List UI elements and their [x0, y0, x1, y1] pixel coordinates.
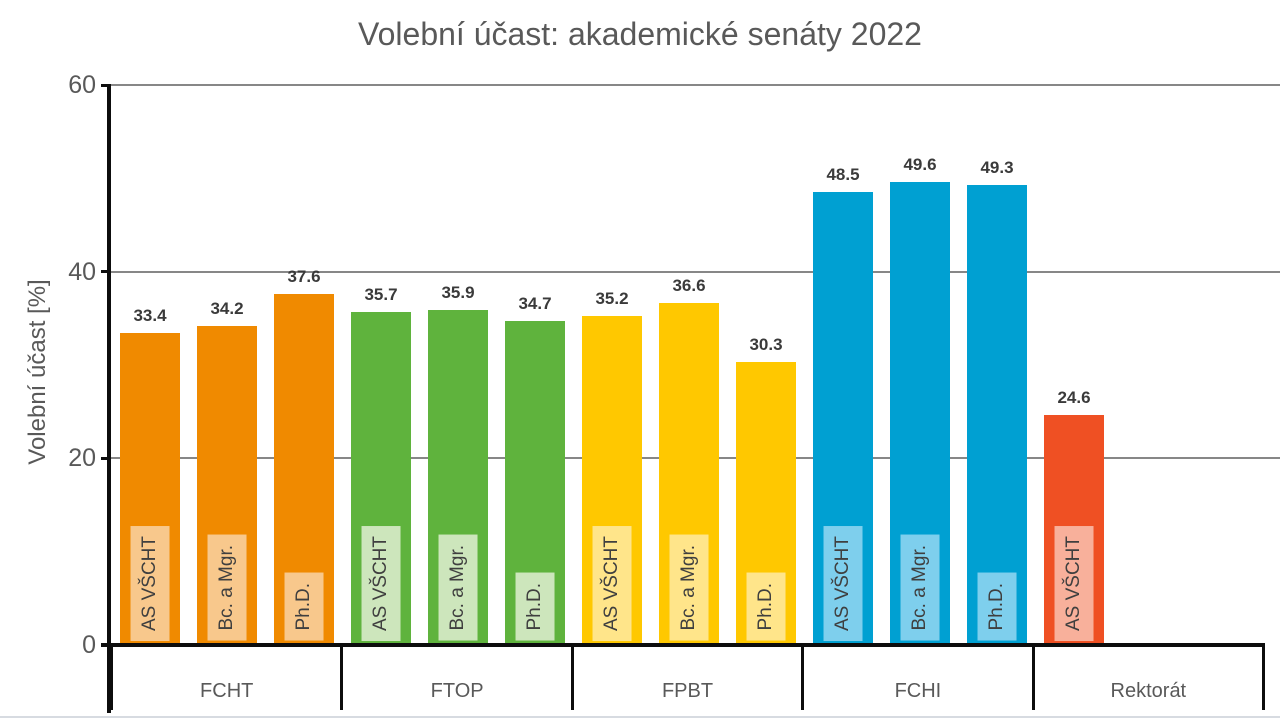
x-axis-line [101, 643, 1265, 647]
bar-category-tag: AS VŠCHT [361, 525, 401, 641]
bar-value-label: 34.2 [210, 298, 244, 318]
group-cell-rektorát: Rektorát [1031, 645, 1266, 710]
y-tick-label-40: 40 [68, 257, 96, 286]
gridline-60 [110, 84, 1280, 86]
bar-category-tag: Ph.D. [515, 573, 555, 641]
bar: 35.7 AS VŠCHT [351, 285, 411, 645]
bar: 34.7 Ph.D. [505, 294, 565, 645]
bar-category-tag: Ph.D. [284, 573, 324, 641]
bar-value-label: 33.4 [133, 306, 167, 326]
bar: 34.2 Bc. a Mgr. [197, 299, 257, 645]
bar: 35.2 AS VŠCHT [582, 289, 642, 645]
bar-category-tag: Ph.D. [746, 573, 786, 641]
bar-value-label: 35.2 [595, 289, 629, 309]
plot-area: 33.4 AS VŠCHT 34.2 Bc. a Mgr. 37.6 Ph.D. 35.7 A… [110, 84, 1280, 645]
bar: 36.6 Bc. a Mgr. [659, 276, 719, 645]
bar: 33.4 AS VŠCHT [120, 306, 180, 645]
bar: 30.3 Ph.D. [736, 335, 796, 645]
bar-value-label: 34.7 [518, 294, 552, 314]
group-label: FTOP [430, 680, 484, 702]
y-tick-label-0: 0 [82, 631, 96, 659]
group-label: FPBT [661, 680, 714, 702]
bar: 49.3 Ph.D. [967, 158, 1027, 645]
y-tick-label-60: 60 [68, 71, 96, 99]
bar-value-label: 36.6 [672, 276, 706, 296]
bar-category-tag: Bc. a Mgr. [669, 535, 709, 641]
group-label: FCHI [894, 680, 942, 702]
bar: 24.6 AS VŠCHT [1044, 388, 1104, 645]
bar-value-label: 24.6 [1057, 388, 1091, 408]
bar-category-tag: Ph.D. [977, 573, 1017, 641]
group-cell-fcht: FCHT [110, 645, 340, 710]
bar-value-label: 49.3 [980, 157, 1014, 177]
y-axis-tick-60 [101, 83, 110, 87]
gridline-40 [110, 270, 1280, 273]
y-axis-title: Volební účast [%] [24, 279, 51, 465]
bar-category-tag: AS VŠCHT [1054, 525, 1094, 641]
bar-value-label: 35.9 [441, 282, 475, 302]
group-cell-fpbt: FPBT [570, 645, 801, 710]
bar-category-tag: Bc. a Mgr. [900, 535, 940, 641]
group-cell-ftop: FTOP [340, 645, 570, 710]
y-axis-tick-20 [101, 456, 110, 460]
category-axis: FCHT FTOP FPBT FCHI Rektorát [110, 645, 1266, 710]
bar-category-tag: AS VŠCHT [823, 525, 863, 641]
bar-category-tag: Bc. a Mgr. [438, 535, 478, 641]
y-axis-line [107, 84, 111, 713]
bar: 37.6 Ph.D. [274, 267, 334, 645]
chart-title: Volební účast: akademické senáty 2022 [358, 16, 922, 52]
bar-category-tag: AS VŠCHT [592, 525, 632, 641]
bar: 49.6 Bc. a Mgr. [890, 155, 950, 645]
bar: 35.9 Bc. a Mgr. [428, 283, 488, 645]
bar-value-label: 49.6 [903, 155, 937, 175]
y-axis-tick-40 [101, 270, 110, 274]
bar-value-label: 48.5 [826, 165, 860, 185]
y-tick-label-20: 20 [68, 444, 96, 473]
bar-category-tag: AS VŠCHT [130, 525, 170, 641]
y-axis-tick-0 [101, 643, 110, 647]
group-label: FCHT [200, 680, 254, 702]
group-cell-fchi: FCHI [801, 645, 1031, 710]
group-label: Rektorát [1110, 680, 1187, 702]
bar-value-label: 35.7 [364, 284, 398, 304]
bar-category-tag: Bc. a Mgr. [207, 535, 247, 641]
chart-bottom-edge [0, 716, 1280, 718]
bar-value-label: 30.3 [749, 335, 783, 355]
bar-value-label: 37.6 [287, 267, 321, 287]
bar: 48.5 AS VŠCHT [813, 165, 873, 645]
